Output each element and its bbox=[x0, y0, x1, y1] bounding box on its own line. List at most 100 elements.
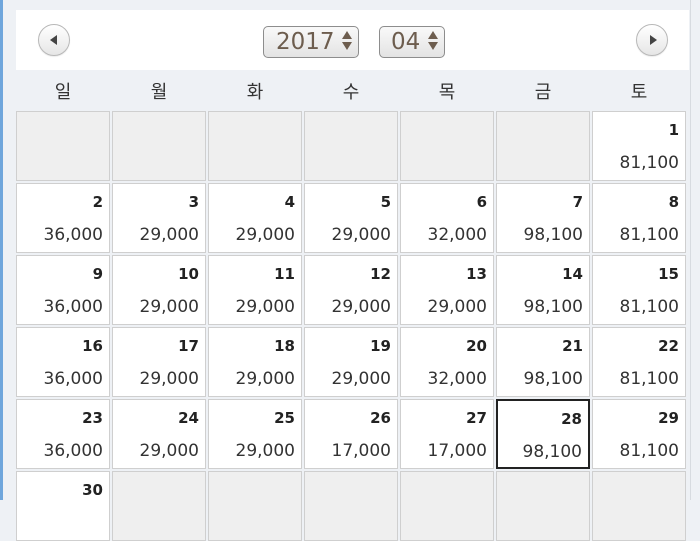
calendar-day-cell[interactable]: 22 81,100 bbox=[592, 327, 686, 397]
day-number: 20 bbox=[466, 337, 487, 355]
day-price: 81,100 bbox=[619, 369, 679, 389]
day-number: 11 bbox=[274, 265, 295, 283]
calendar-cell-empty bbox=[304, 111, 398, 181]
calendar-day-cell[interactable]: 14 98,100 bbox=[496, 255, 590, 325]
day-price: 81,100 bbox=[619, 225, 679, 245]
prev-month-button[interactable] bbox=[38, 24, 70, 56]
calendar-cell-empty bbox=[208, 111, 302, 181]
calendar-day-cell[interactable]: 1 81,100 bbox=[592, 111, 686, 181]
calendar-day-cell[interactable]: 6 32,000 bbox=[400, 183, 494, 253]
calendar-day-cell[interactable]: 18 29,000 bbox=[208, 327, 302, 397]
day-number: 7 bbox=[572, 193, 583, 211]
calendar-day-cell[interactable]: 3 29,000 bbox=[112, 183, 206, 253]
day-number: 12 bbox=[370, 265, 391, 283]
calendar-day-cell[interactable]: 7 98,100 bbox=[496, 183, 590, 253]
day-price: 81,100 bbox=[619, 153, 679, 173]
calendar-cell-empty bbox=[592, 471, 686, 541]
day-price: 29,000 bbox=[235, 369, 295, 389]
calendar-day-cell[interactable]: 26 17,000 bbox=[304, 399, 398, 469]
day-number: 19 bbox=[370, 337, 391, 355]
calendar-day-cell[interactable]: 27 17,000 bbox=[400, 399, 494, 469]
day-price: 29,000 bbox=[331, 369, 391, 389]
month-value: 04 bbox=[391, 29, 421, 55]
day-price: 32,000 bbox=[427, 369, 487, 389]
day-price: 98,100 bbox=[522, 442, 582, 462]
day-price: 36,000 bbox=[43, 369, 103, 389]
day-price: 98,100 bbox=[523, 369, 583, 389]
calendar-day-cell[interactable]: 19 29,000 bbox=[304, 327, 398, 397]
weekday-label: 수 bbox=[342, 82, 360, 103]
calendar-day-cell[interactable]: 5 29,000 bbox=[304, 183, 398, 253]
calendar-day-cell[interactable]: 25 29,000 bbox=[208, 399, 302, 469]
calendar-day-cell[interactable]: 12 29,000 bbox=[304, 255, 398, 325]
chevron-left-icon bbox=[49, 35, 57, 45]
day-number: 27 bbox=[466, 409, 487, 427]
calendar-day-cell[interactable]: 17 29,000 bbox=[112, 327, 206, 397]
calendar-day-cell[interactable]: 10 29,000 bbox=[112, 255, 206, 325]
day-price: 81,100 bbox=[619, 441, 679, 461]
scrollbar-track[interactable] bbox=[690, 0, 700, 500]
calendar-day-cell[interactable]: 2 36,000 bbox=[16, 183, 110, 253]
calendar-day-cell[interactable]: 4 29,000 bbox=[208, 183, 302, 253]
calendar-cell-empty bbox=[496, 111, 590, 181]
calendar-day-cell[interactable]: 21 98,100 bbox=[496, 327, 590, 397]
calendar-cell-empty bbox=[112, 111, 206, 181]
day-price: 29,000 bbox=[139, 297, 199, 317]
year-select[interactable]: 2017 bbox=[263, 26, 359, 58]
day-number: 16 bbox=[82, 337, 103, 355]
day-number: 18 bbox=[274, 337, 295, 355]
calendar-day-cell[interactable]: 15 81,100 bbox=[592, 255, 686, 325]
day-price: 17,000 bbox=[331, 441, 391, 461]
chevron-right-icon bbox=[649, 35, 657, 45]
day-price: 29,000 bbox=[235, 225, 295, 245]
day-number: 28 bbox=[561, 410, 582, 428]
calendar-day-cell[interactable]: 30 bbox=[16, 471, 110, 541]
calendar-day-cell[interactable]: 28 98,100 bbox=[496, 399, 590, 469]
day-number: 30 bbox=[82, 481, 103, 499]
calendar-day-cell[interactable]: 23 36,000 bbox=[16, 399, 110, 469]
day-price: 29,000 bbox=[331, 225, 391, 245]
calendar-cell-empty bbox=[400, 111, 494, 181]
calendar-header: 2017 04 bbox=[16, 10, 689, 70]
calendar-cell-empty bbox=[496, 471, 590, 541]
day-number: 29 bbox=[658, 409, 679, 427]
day-number: 26 bbox=[370, 409, 391, 427]
weekday-label: 목 bbox=[438, 82, 456, 103]
calendar-cell-empty bbox=[208, 471, 302, 541]
day-number: 3 bbox=[188, 193, 199, 211]
day-price: 32,000 bbox=[427, 225, 487, 245]
updown-arrows-icon bbox=[342, 31, 352, 50]
day-price: 36,000 bbox=[43, 441, 103, 461]
day-price: 29,000 bbox=[331, 297, 391, 317]
day-price: 29,000 bbox=[235, 297, 295, 317]
day-price: 29,000 bbox=[139, 441, 199, 461]
calendar-day-cell[interactable]: 9 36,000 bbox=[16, 255, 110, 325]
calendar-day-cell[interactable]: 24 29,000 bbox=[112, 399, 206, 469]
day-price: 29,000 bbox=[427, 297, 487, 317]
calendar-cell-empty bbox=[304, 471, 398, 541]
year-value: 2017 bbox=[276, 29, 335, 55]
day-number: 17 bbox=[178, 337, 199, 355]
day-price: 29,000 bbox=[235, 441, 295, 461]
calendar-day-cell[interactable]: 11 29,000 bbox=[208, 255, 302, 325]
weekday-label: 화 bbox=[246, 82, 264, 103]
day-number: 9 bbox=[92, 265, 103, 283]
day-number: 22 bbox=[658, 337, 679, 355]
day-number: 10 bbox=[178, 265, 199, 283]
calendar-day-cell[interactable]: 29 81,100 bbox=[592, 399, 686, 469]
day-number: 24 bbox=[178, 409, 199, 427]
calendar-day-cell[interactable]: 16 36,000 bbox=[16, 327, 110, 397]
month-select[interactable]: 04 bbox=[379, 26, 445, 58]
day-price: 36,000 bbox=[43, 297, 103, 317]
calendar-day-cell[interactable]: 13 29,000 bbox=[400, 255, 494, 325]
day-price: 29,000 bbox=[139, 369, 199, 389]
day-number: 2 bbox=[92, 193, 103, 211]
calendar-day-cell[interactable]: 8 81,100 bbox=[592, 183, 686, 253]
weekday-label: 토 bbox=[630, 82, 648, 103]
next-month-button[interactable] bbox=[636, 24, 668, 56]
calendar-day-cell[interactable]: 20 32,000 bbox=[400, 327, 494, 397]
day-price: 36,000 bbox=[43, 225, 103, 245]
day-number: 8 bbox=[668, 193, 679, 211]
calendar-cell-empty bbox=[112, 471, 206, 541]
